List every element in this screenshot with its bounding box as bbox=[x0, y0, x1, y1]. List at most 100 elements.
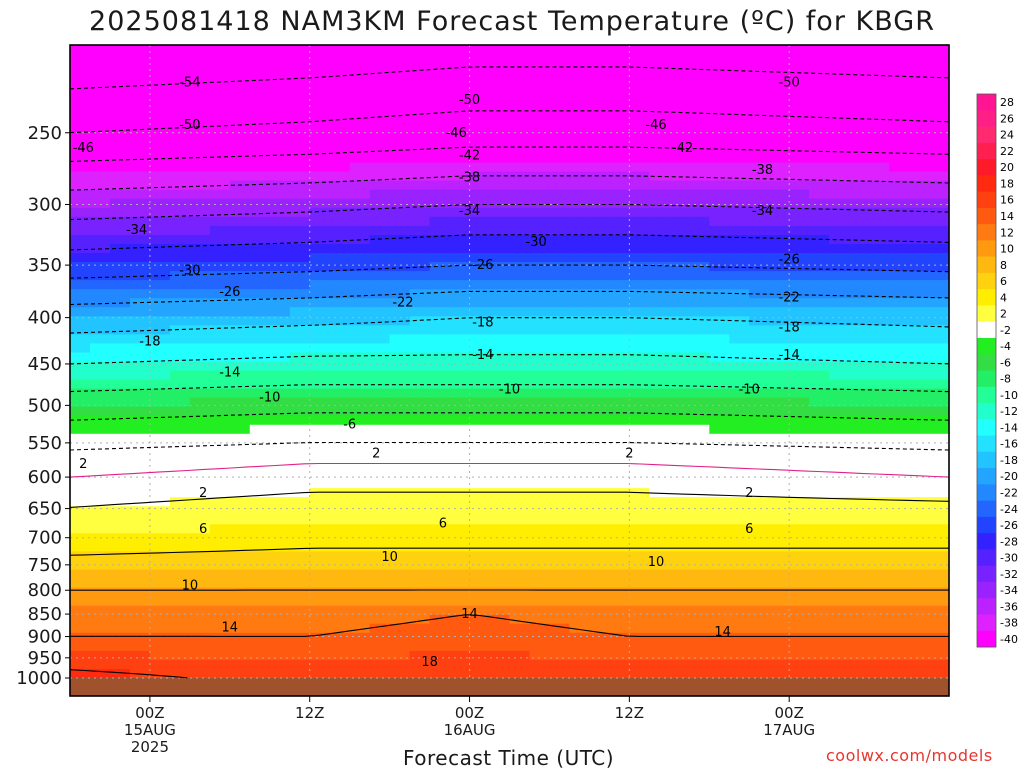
field-cell bbox=[829, 72, 850, 82]
field-cell bbox=[70, 524, 91, 534]
field-cell bbox=[649, 597, 670, 607]
field-cell bbox=[530, 117, 551, 127]
field-cell bbox=[889, 325, 910, 335]
field-cell bbox=[190, 353, 211, 363]
field-cell bbox=[270, 90, 291, 100]
field-cell bbox=[929, 154, 950, 164]
field-cell bbox=[430, 353, 451, 363]
field-cell bbox=[889, 343, 910, 353]
field-cell bbox=[110, 271, 131, 281]
field-cell bbox=[809, 145, 830, 155]
field-cell bbox=[689, 244, 710, 254]
color-bar-label: 20 bbox=[1000, 161, 1014, 174]
field-cell bbox=[130, 289, 151, 299]
field-cell bbox=[609, 145, 630, 155]
field-cell bbox=[789, 154, 810, 164]
field-cell bbox=[909, 316, 930, 326]
field-cell bbox=[90, 660, 111, 670]
field-cell bbox=[569, 145, 590, 155]
field-cell bbox=[849, 217, 870, 227]
field-cell bbox=[310, 624, 331, 634]
field-cell bbox=[829, 515, 850, 525]
field-cell bbox=[889, 570, 910, 580]
field-cell bbox=[130, 624, 151, 634]
field-cell bbox=[410, 597, 431, 607]
field-cell bbox=[90, 235, 111, 245]
field-cell bbox=[470, 660, 491, 670]
field-cell bbox=[709, 371, 730, 381]
field-cell bbox=[450, 45, 471, 55]
color-bar-label: -6 bbox=[1000, 356, 1011, 369]
field-cell bbox=[510, 54, 531, 64]
field-cell bbox=[669, 452, 690, 462]
field-cell bbox=[809, 81, 830, 91]
field-cell bbox=[370, 470, 391, 480]
field-cell bbox=[410, 497, 431, 507]
contour-label: -10 bbox=[499, 382, 520, 397]
field-cell bbox=[929, 298, 950, 308]
field-cell bbox=[390, 362, 411, 372]
field-cell bbox=[310, 434, 331, 444]
field-cell bbox=[609, 289, 630, 299]
field-cell bbox=[370, 253, 391, 263]
field-cell bbox=[550, 470, 571, 480]
field-cell bbox=[869, 81, 890, 91]
field-cell bbox=[450, 54, 471, 64]
field-cell bbox=[669, 570, 690, 580]
field-cell bbox=[110, 353, 131, 363]
field-cell bbox=[450, 416, 471, 426]
field-cell bbox=[889, 172, 910, 182]
field-cell bbox=[929, 452, 950, 462]
field-cell bbox=[669, 181, 690, 191]
field-cell bbox=[130, 497, 151, 507]
field-cell bbox=[450, 389, 471, 399]
color-bar-swatch bbox=[977, 517, 996, 534]
field-cell bbox=[470, 551, 491, 561]
field-cell bbox=[310, 343, 331, 353]
field-cell bbox=[550, 235, 571, 245]
field-cell bbox=[530, 570, 551, 580]
field-cell bbox=[290, 226, 311, 236]
field-cell bbox=[569, 506, 590, 516]
field-cell bbox=[90, 416, 111, 426]
field-cell bbox=[550, 72, 571, 82]
field-cell bbox=[410, 479, 431, 489]
field-cell bbox=[490, 90, 511, 100]
contour-label: -38 bbox=[459, 170, 480, 185]
field-cell bbox=[470, 479, 491, 489]
field-cell bbox=[350, 172, 371, 182]
x-tick-label: 00Z bbox=[774, 704, 803, 722]
field-cell bbox=[510, 298, 531, 308]
field-cell bbox=[789, 551, 810, 561]
field-cell bbox=[330, 172, 351, 182]
field-cell bbox=[729, 642, 750, 652]
field-cell bbox=[130, 72, 151, 82]
field-cell bbox=[569, 488, 590, 498]
field-cell bbox=[629, 597, 650, 607]
field-cell bbox=[669, 560, 690, 570]
field-cell bbox=[609, 470, 630, 480]
field-cell bbox=[809, 651, 830, 661]
field-cell bbox=[889, 425, 910, 435]
field-cell bbox=[869, 362, 890, 372]
field-cell bbox=[729, 398, 750, 408]
contour-label: -10 bbox=[739, 382, 760, 397]
field-cell bbox=[330, 615, 351, 625]
field-cell bbox=[609, 54, 630, 64]
contour-label: 6 bbox=[199, 522, 207, 537]
field-cell bbox=[769, 497, 790, 507]
field-cell bbox=[470, 235, 491, 245]
field-cell bbox=[390, 597, 411, 607]
field-cell bbox=[869, 45, 890, 55]
field-cell bbox=[270, 307, 291, 317]
field-cell bbox=[809, 570, 830, 580]
field-cell bbox=[669, 407, 690, 417]
field-cell bbox=[649, 615, 670, 625]
field-cell bbox=[649, 217, 670, 227]
contour-label: -46 bbox=[73, 141, 94, 156]
field-cell bbox=[829, 45, 850, 55]
field-cell bbox=[330, 570, 351, 580]
field-cell bbox=[370, 217, 391, 227]
field-cell bbox=[90, 117, 111, 127]
field-cell bbox=[749, 542, 770, 552]
